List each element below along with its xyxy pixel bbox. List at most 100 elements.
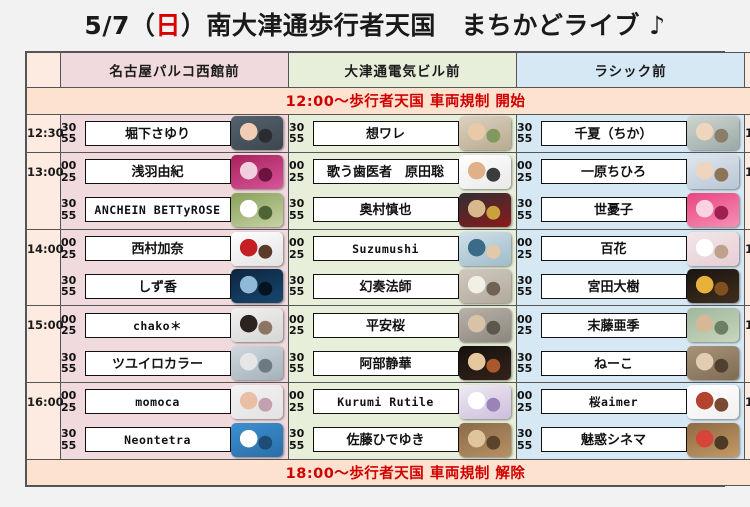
act-thumbnail-cell[interactable] — [686, 344, 745, 383]
hour-label-right — [744, 344, 750, 383]
act-name-cell[interactable]: Kurumi Rutile — [312, 381, 459, 421]
slot-minute-start: 30 — [61, 350, 77, 364]
act-thumbnail-cell[interactable] — [230, 151, 289, 191]
act-name-cell[interactable]: ANCHEIN BETTyROSE — [84, 190, 231, 230]
act-thumbnail-cell[interactable] — [458, 267, 517, 306]
act-thumbnail-cell[interactable] — [686, 151, 745, 191]
banner-bottom-row: 18:00～歩行者天国 車両規制 解除 — [25, 458, 750, 487]
act-name-cell[interactable]: momoca — [84, 381, 231, 421]
act-thumbnail-cell[interactable] — [686, 305, 745, 345]
act-name-cell[interactable]: 一原ちひろ — [540, 151, 687, 191]
act-name-cell[interactable]: 佐藤ひでゆき — [312, 420, 459, 460]
act-name: ツユイロカラー — [84, 350, 231, 376]
schedule-sheet: 名古屋パルコ西館前 大津通電気ビル前 ラシック前 12:00～歩行者天国 車両規制 開… — [25, 51, 750, 487]
act-name-cell[interactable]: しず香 — [84, 267, 231, 306]
act-name-cell[interactable]: 平安桜 — [312, 305, 459, 345]
act-thumbnail-cell[interactable] — [458, 305, 517, 345]
act-thumbnail-cell[interactable] — [230, 381, 289, 421]
act-thumbnail-cell[interactable] — [458, 228, 517, 268]
act-name-cell[interactable]: 宮田大樹 — [540, 267, 687, 306]
act-thumbnail-cell[interactable] — [230, 344, 289, 383]
man-red-helmet-thumbnail — [458, 192, 511, 227]
slot-minute-end: 25 — [517, 247, 533, 261]
woman-acoustic-guitar-thumbnail — [686, 154, 739, 189]
title-main: 南大津通歩行者天国 まちかどライブ ♪ — [206, 11, 666, 40]
act-thumbnail-cell[interactable] — [686, 190, 745, 230]
page-title: 5/7（日）南大津通歩行者天国 まちかどライブ ♪ — [0, 6, 750, 42]
act-thumbnail-cell[interactable] — [458, 344, 517, 383]
act-name-cell[interactable]: Neontetra — [84, 420, 231, 460]
act-thumbnail-cell[interactable] — [686, 267, 745, 306]
band-garden-thumbnail — [230, 192, 283, 227]
slot-minute-start: 00 — [289, 389, 305, 403]
act-name: 一原ちひろ — [540, 159, 687, 185]
act-thumbnail-cell[interactable] — [230, 190, 289, 230]
act-thumbnail-cell[interactable] — [458, 151, 517, 191]
act-thumbnail-cell[interactable] — [458, 113, 517, 153]
act-name-cell[interactable]: 魅惑シネマ — [540, 420, 687, 460]
slot-minutes: 00 25 — [516, 381, 541, 421]
schedule-row: 16:00 00 25 momoca 00 25 Kurumi Rutile 00 25 桜aim… — [26, 381, 750, 421]
act-name-cell[interactable]: 堀下さゆり — [84, 113, 231, 153]
act-name-cell[interactable]: Suzumushi — [312, 228, 459, 268]
act-name: 百花 — [540, 236, 687, 261]
act-thumbnail-cell[interactable] — [686, 228, 745, 268]
act-name-cell[interactable]: chako＊ — [84, 305, 231, 345]
act-name-cell[interactable]: 百花 — [540, 228, 687, 268]
act-name-cell[interactable]: ねーこ — [540, 344, 687, 383]
slot-minutes: 00 25 — [288, 305, 313, 345]
act-thumbnail-cell[interactable] — [230, 267, 289, 306]
act-name: 浅羽由紀 — [84, 159, 231, 185]
hour-label-right: 15:00 — [744, 305, 750, 345]
act-name-cell[interactable]: ツユイロカラー — [84, 344, 231, 383]
slot-minutes: 30 55 — [516, 267, 541, 306]
slot-minute-start: 30 — [517, 120, 533, 134]
act-thumbnail-cell[interactable] — [458, 381, 517, 421]
act-name: 歌う歯医者 原田聡 — [312, 159, 459, 185]
act-thumbnail-cell[interactable] — [230, 113, 289, 153]
slot-minute-start: 00 — [517, 236, 533, 249]
act-thumbnail-cell[interactable] — [686, 420, 745, 460]
act-name-cell[interactable]: 末藤亜季 — [540, 305, 687, 345]
slot-minutes: 30 55 — [288, 113, 313, 153]
two-people-hall-thumbnail — [230, 346, 283, 381]
schedule-row: 30 55 ツユイロカラー 30 55 阿部静華 30 55 ねーこ — [26, 344, 750, 383]
act-name-cell[interactable]: 千夏（ちか） — [540, 113, 687, 153]
venue-header-1: 名古屋パルコ西館前 — [59, 51, 290, 89]
schedule-row: 30 55 ANCHEIN BETTyROSE 30 55 奥村慎也 30 55 世憂子 — [26, 190, 750, 230]
act-thumbnail-cell[interactable] — [230, 305, 289, 345]
slot-minute-start: 30 — [289, 120, 305, 134]
act-name: 佐藤ひでゆき — [312, 427, 459, 453]
white-hair-monk-thumbnail — [458, 269, 511, 304]
act-thumbnail-cell[interactable] — [686, 381, 745, 421]
act-thumbnail-cell[interactable] — [686, 113, 745, 153]
slot-minutes: 00 25 — [288, 228, 313, 268]
act-name: 千夏（ちか） — [540, 120, 687, 146]
act-name-cell[interactable]: 世憂子 — [540, 190, 687, 230]
slot-minute-end: 25 — [517, 170, 533, 184]
woman-guitar-outdoor-thumbnail — [686, 116, 739, 151]
slot-minute-end: 55 — [517, 285, 533, 299]
act-name-cell[interactable]: 阿部静華 — [312, 344, 459, 383]
hour-label-right — [744, 267, 750, 306]
slot-minutes: 30 55 — [288, 420, 313, 460]
venue-header-row: 名古屋パルコ西館前 大津通電気ビル前 ラシック前 — [26, 51, 750, 89]
slot-minute-start: 30 — [289, 197, 305, 211]
schedule-table: 名古屋パルコ西館前 大津通電気ビル前 ラシック前 12:00～歩行者天国 車両規制 開… — [25, 51, 750, 487]
act-name-cell[interactable]: 想ワレ — [312, 113, 459, 153]
act-name-cell[interactable]: 浅羽由紀 — [84, 151, 231, 191]
act-name-cell[interactable]: 奥村慎也 — [312, 190, 459, 230]
slot-minute-end: 25 — [289, 324, 305, 338]
act-name-cell[interactable]: 幻奏法師 — [312, 267, 459, 306]
slot-minutes: 30 55 — [60, 113, 85, 153]
act-thumbnail-cell[interactable] — [458, 190, 517, 230]
act-name-cell[interactable]: 西村加奈 — [84, 228, 231, 268]
act-thumbnail-cell[interactable] — [230, 420, 289, 460]
slot-minutes: 30 55 — [516, 344, 541, 383]
act-name-cell[interactable]: 桜aimer — [540, 381, 687, 421]
act-thumbnail-cell[interactable] — [458, 420, 517, 460]
venue-header-2: 大津通電気ビル前 — [288, 51, 518, 89]
act-thumbnail-cell[interactable] — [230, 228, 289, 268]
act-name-cell[interactable]: 歌う歯医者 原田聡 — [312, 151, 459, 191]
